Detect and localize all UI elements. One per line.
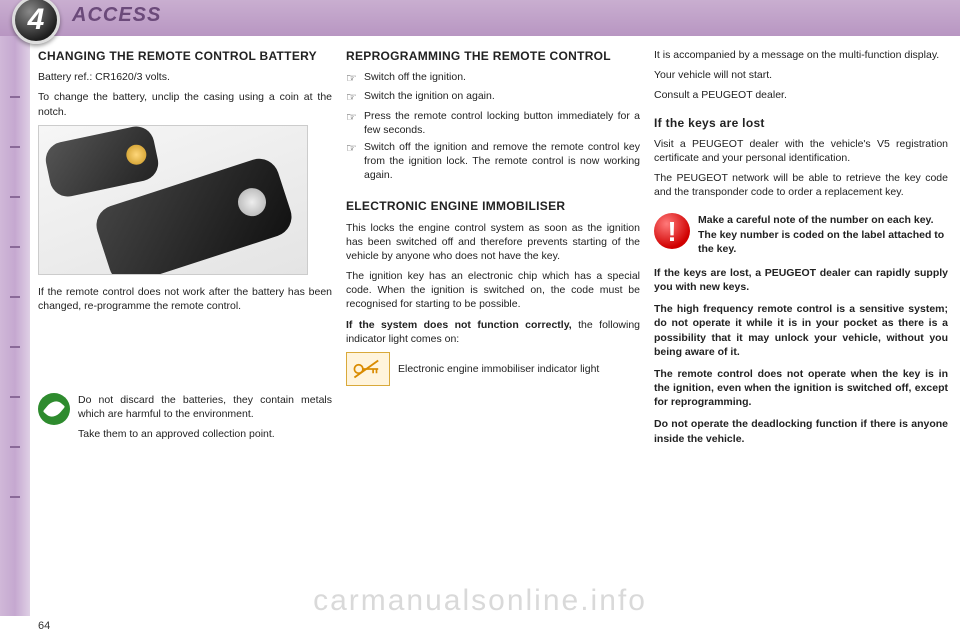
column-2: REPROGRAMMING THE REMOTE CONTROL ☞ Switc… [346,48,640,608]
content-area: CHANGING THE REMOTE CONTROL BATTERY Batt… [38,48,948,608]
bullet-1: ☞ Switch off the ignition. [346,70,640,86]
col3-p8: The remote control does not operate when… [654,367,948,410]
bullet-icon: ☞ [346,70,364,86]
col3-p7: The high frequency remote control is a s… [654,302,948,359]
bullet-icon: ☞ [346,140,364,183]
column-3: It is accompanied by a message on the mu… [654,48,948,608]
warning-note: ! Make a careful note of the number on e… [654,213,948,256]
column-1: CHANGING THE REMOTE CONTROL BATTERY Batt… [38,48,332,608]
col2-heading-2: ELECTRONIC ENGINE IMMOBILISER [346,198,640,214]
env-text-2: Take them to an approved collection poin… [78,427,332,441]
bullet-4: ☞ Switch off the ignition and remove the… [346,140,640,183]
col3-p2: Your vehicle will not start. [654,68,948,82]
col1-p3: If the remote control does not work afte… [38,285,332,313]
chapter-title: ACCESS [72,4,161,27]
col1-p1: Battery ref.: CR1620/3 volts. [38,70,332,84]
col3-p6: If the keys are lost, a PEUGEOT dealer c… [654,266,948,294]
key-battery-illustration [38,125,308,275]
immobiliser-indicator: Electronic engine immobiliser indicator … [346,352,640,386]
col3-p3: Consult a PEUGEOT dealer. [654,88,948,102]
bullet-1-text: Switch off the ignition. [364,70,640,86]
environment-note: Do not discard the batteries, they conta… [38,393,332,448]
col1-heading: CHANGING THE REMOTE CONTROL BATTERY [38,48,332,64]
page-number: 64 [38,620,50,632]
sidebar-ticks [14,36,16,616]
immobiliser-icon [346,352,390,386]
bullet-4-text: Switch off the ignition and remove the r… [364,140,640,183]
header-bar: 4 ACCESS [0,0,960,36]
bullet-2: ☞ Switch the ignition on again. [346,89,640,105]
recycle-icon [38,393,70,425]
col3-p1: It is accompanied by a message on the mu… [654,48,948,62]
col3-p5: The PEUGEOT network will be able to retr… [654,171,948,199]
col3-heading: If the keys are lost [654,115,948,131]
warning-text: Make a careful note of the number on eac… [698,213,948,256]
sidebar-ruler [0,36,30,616]
chapter-badge: 4 [12,0,60,44]
col2-p3a: If the system does not function correctl… [346,319,572,331]
env-text-1: Do not discard the batteries, they conta… [78,393,332,421]
col2-p2: The ignition key has an electronic chip … [346,269,640,312]
key-fob-top [42,125,161,200]
bullet-icon: ☞ [346,109,364,137]
col2-p1: This locks the engine control system as … [346,221,640,264]
bullet-2-text: Switch the ignition on again. [364,89,640,105]
col3-p9: Do not operate the deadlocking function … [654,417,948,445]
col2-heading-1: REPROGRAMMING THE REMOTE CONTROL [346,48,640,64]
bullet-icon: ☞ [346,89,364,105]
col1-p2: To change the battery, unclip the casing… [38,90,332,118]
warning-icon: ! [654,213,690,249]
col3-p4: Visit a PEUGEOT dealer with the vehicle'… [654,137,948,165]
bullet-3-text: Press the remote control locking button … [364,109,640,137]
chapter-number: 4 [28,3,45,37]
bullet-3: ☞ Press the remote control locking butto… [346,109,640,137]
immobiliser-label: Electronic engine immobiliser indicator … [398,362,640,376]
col2-p3: If the system does not function correctl… [346,318,640,346]
